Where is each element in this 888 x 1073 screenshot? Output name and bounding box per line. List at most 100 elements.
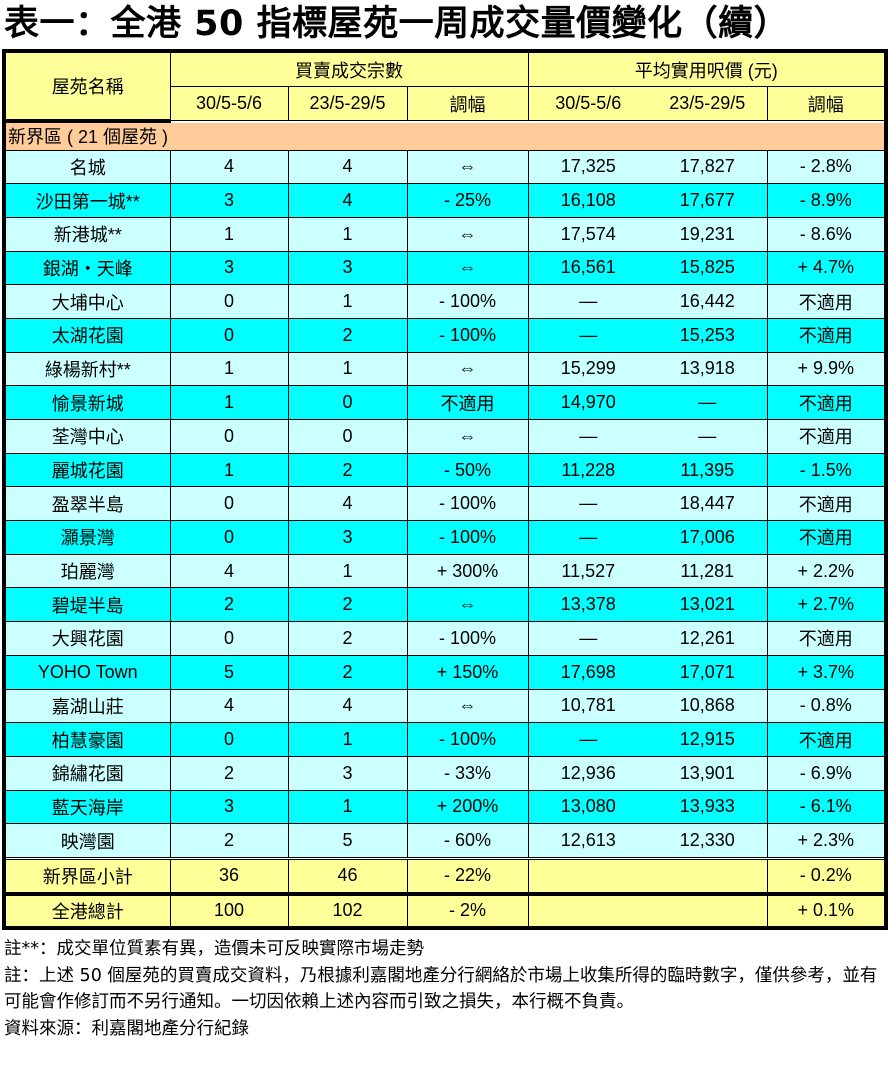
price-change-cell: 不適用 [766,486,887,522]
price-change-cell: + 4.7% [766,250,887,286]
price-previous-cell: 13,918 [648,351,768,387]
volume-change-cell: - 100% [406,317,529,353]
volume-previous-cell: 0 [287,419,408,454]
volume-previous-cell: 3 [287,755,408,791]
price-current-cell: — [527,621,649,656]
estate-transaction-table: 屋苑名稱 買賣成交宗數 平均實用呎價 (元) 30/5-5/6 23/5-29/… [2,49,888,930]
estate-name-cell: YOHO Town [3,654,171,690]
table-row: 名城 4 4 ⇔ 17,325 17,827- 2.8% [3,149,887,185]
volume-change-cell: - 100% [406,520,529,555]
estate-name-cell: 麗城花園 [3,452,171,488]
estate-name-cell: 柏慧豪園 [3,722,171,757]
volume-change-cell: - 100% [406,284,529,319]
volume-current-cell: 4 [169,149,289,185]
volume-current-cell: 1 [169,216,289,252]
price-change-cell: + 2.3% [766,823,887,859]
table-row: 碧堤半島 2 2 ⇔ 13,378 13,021 + 2.7% [3,587,887,623]
volume-change-cell: - 50% [406,452,529,488]
price-change-cell: + 3.7% [766,654,887,690]
volume-previous-cell: 2 [287,587,408,623]
volume-change-cell: + 200% [406,789,529,825]
summary-volume-previous-cell: 46 [287,856,408,895]
price-previous-cell: 15,253 [648,317,768,353]
volume-current-cell: 1 [169,452,289,488]
volume-previous-cell: 4 [287,688,408,724]
volume-change-cell: - 33% [406,755,529,791]
price-previous-cell: 19,231 [648,216,768,252]
table-row: 新港城** 1 1 ⇔ 17,574 19,231- 8.6% [3,216,887,252]
price-previous-cell: 16,442 [648,284,768,319]
price-current-cell: 13,378 [527,587,649,623]
volume-previous-cell: 5 [287,823,408,859]
price-current-cell: 16,108 [527,183,649,218]
volume-change-cell: - 60% [406,823,529,859]
header-row-2: 30/5-5/6 23/5-29/5 調幅 30/5-5/6 23/5-29/5… [4,86,887,121]
header-row-1: 屋苑名稱 買賣成交宗數 平均實用呎價 (元) [3,50,887,123]
price-previous-cell: 17,677 [648,183,768,218]
volume-change-cell: ⇔ [406,216,529,252]
volume-previous-cell: 0 [287,385,408,420]
table-row: 大興花園 0 2- 100% —12,261 不適用 [3,621,887,656]
volume-change-cell: + 150% [406,654,529,690]
note-quality: 註**：成交單位質素有異，造價未可反映實際市場走勢 [4,939,424,959]
volume-change-cell: ⇔ [406,351,529,387]
estate-name-cell: 珀麗灣 [3,553,171,589]
price-current-cell: 10,781 [527,688,649,724]
summary-volume-current-cell: 36 [169,856,289,895]
summary-price-change-cell: - 0.2% [766,856,887,895]
price-current-cell: — [527,486,649,522]
volume-current-cell: 2 [169,823,289,859]
price-change-cell: 不適用 [766,284,887,319]
estate-name-cell: 藍天海岸 [3,789,171,825]
price-change-cell: 不適用 [766,385,887,420]
estate-name-cell: 映灣園 [3,823,171,859]
volume-current-cell: 2 [169,587,289,623]
volume-current-cell: 0 [169,486,289,522]
table-row: 太湖花園 0 2- 100% —15,253 不適用 [3,317,887,353]
price-change-cell: - 6.1% [766,789,887,825]
header-price-previous: 23/5-29/5 [648,86,768,121]
table-row: 沙田第一城** 3 4- 25% 16,108 17,677- 8.9% [3,183,887,218]
price-previous-cell: 11,395 [648,452,768,488]
volume-current-cell: 0 [169,419,289,454]
price-current-cell: 11,228 [527,452,649,488]
header-vol-current: 30/5-5/6 [169,86,289,121]
volume-previous-cell: 2 [287,621,408,656]
summary-price-blank-cell [527,856,768,895]
estate-name-cell: 大興花園 [3,621,171,656]
subtotal-row: 新界區小計 36 46- 22% - 0.2% [3,856,887,895]
volume-previous-cell: 1 [287,216,408,252]
price-previous-cell: 11,281 [648,553,768,589]
footnotes: 註**：成交單位質素有異，造價未可反映實際市場走勢 註：上述 50 個屋苑的買賣… [4,936,884,1042]
volume-change-cell: ⇔ [406,149,529,185]
price-change-cell: - 2.8% [766,149,887,185]
price-previous-cell: 13,901 [648,755,768,791]
estate-name-cell: 錦繡花園 [3,755,171,791]
price-previous-cell: 12,330 [648,823,768,859]
volume-previous-cell: 2 [287,654,408,690]
table-row: 柏慧豪園 0 1- 100% —12,915 不適用 [3,722,887,757]
volume-previous-cell: 4 [287,149,408,185]
section-row-new-territories: 新界區 ( 21 個屋苑 ) [3,120,887,151]
volume-change-cell: - 100% [406,486,529,522]
estate-name-cell: 綠楊新村** [3,351,171,387]
volume-current-cell: 3 [169,250,289,286]
price-current-cell: 12,936 [527,755,649,791]
summary-price-blank-cell [527,891,768,929]
summary-name-cell: 全港總計 [3,891,171,929]
volume-current-cell: 4 [169,553,289,589]
table-row: 灝景灣 0 3- 100% —17,006 不適用 [3,520,887,555]
price-change-cell: - 1.5% [766,452,887,488]
price-current-cell: 13,080 [527,789,649,825]
price-current-cell: 17,574 [527,216,649,252]
price-change-cell: - 8.6% [766,216,887,252]
estate-name-cell: 愉景新城 [3,385,171,420]
estate-name-cell: 嘉湖山莊 [3,688,171,724]
table-row: 銀湖・天峰 3 3 ⇔ 16,561 15,825 + 4.7% [3,250,887,286]
header-price-change: 調幅 [766,86,887,121]
volume-previous-cell: 3 [287,250,408,286]
estate-name-cell: 沙田第一城** [3,183,171,218]
price-current-cell: 14,970 [527,385,649,420]
volume-change-cell: - 100% [406,621,529,656]
estate-name-cell: 灝景灣 [3,520,171,555]
